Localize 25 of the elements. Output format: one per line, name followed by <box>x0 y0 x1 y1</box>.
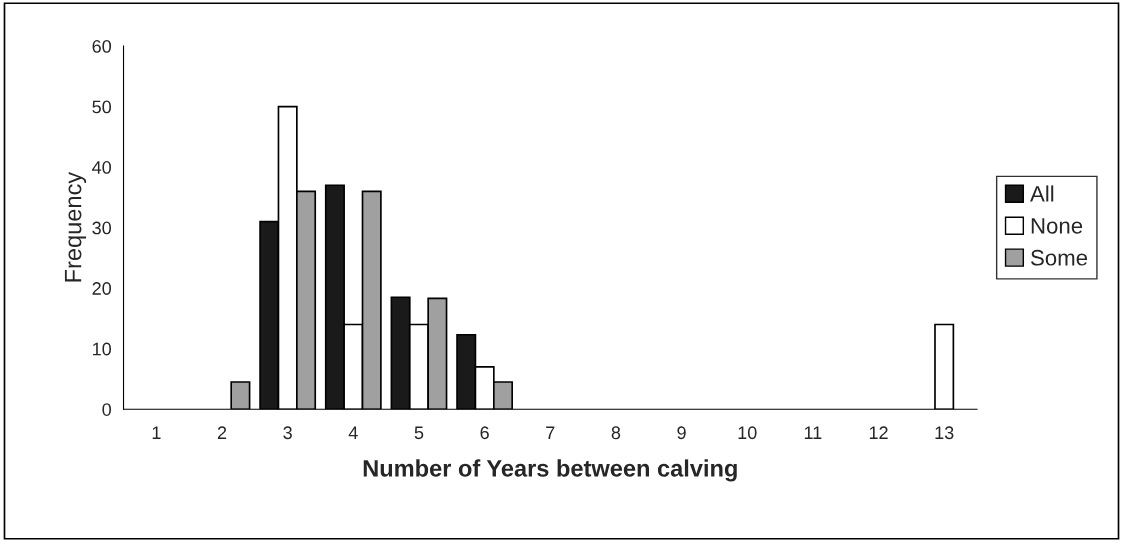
x-axis-title: Number of Years between calving <box>363 459 737 482</box>
x-tick-label: 6 <box>480 426 489 440</box>
x-tick-label: 12 <box>869 426 888 439</box>
y-tick-label: 10 <box>93 342 112 356</box>
x-tick-label: 3 <box>283 426 292 440</box>
y-axis-title: Frequency <box>64 171 87 282</box>
x-tick-label: 1 <box>152 426 161 439</box>
x-tick-label: 11 <box>804 426 822 439</box>
x-tick-label: 10 <box>738 426 757 440</box>
legend-label: None <box>1031 218 1083 234</box>
legend-label: All <box>1030 185 1054 202</box>
x-tick-label: 5 <box>414 426 424 440</box>
y-tick-label: 0 <box>102 403 112 416</box>
legend-label: Some <box>1031 249 1088 266</box>
y-tick-label: 20 <box>92 282 112 295</box>
y-tick-label: 60 <box>92 40 112 53</box>
y-tick-label: 50 <box>92 100 112 114</box>
y-tick-label: 30 <box>92 221 112 235</box>
x-tick-label: 7 <box>546 426 555 439</box>
y-tick-label: 40 <box>92 161 112 174</box>
x-tick-label: 4 <box>348 426 358 439</box>
x-tick-label: 9 <box>677 426 686 440</box>
x-tick-label: 8 <box>611 426 621 440</box>
x-tick-label: 13 <box>935 426 954 440</box>
x-tick-label: 2 <box>217 426 227 439</box>
